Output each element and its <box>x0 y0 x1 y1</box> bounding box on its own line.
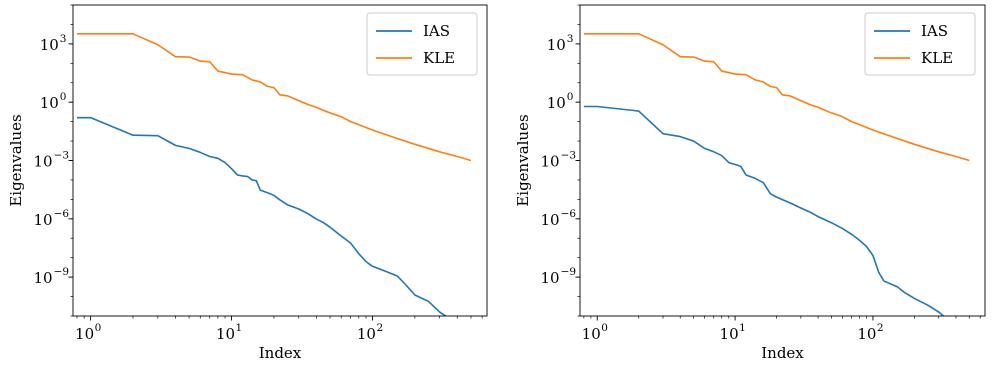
y-tick-exponent: −9 <box>54 266 69 278</box>
x-tick-exponent: 1 <box>739 322 746 334</box>
y-tick-exponent: 3 <box>60 33 67 45</box>
x-axis-label: Index <box>259 344 302 362</box>
y-tick-exponent: −6 <box>54 208 70 220</box>
legend-label-kle: KLE <box>423 49 455 67</box>
series-line-kle <box>76 32 472 162</box>
legend: IAS KLE <box>366 12 478 76</box>
y-tick-label: 10 <box>34 269 53 287</box>
x-tick-label: 10 <box>857 325 876 343</box>
y-axis-label: Eigenvalues <box>7 114 25 206</box>
series-group <box>76 32 472 316</box>
y-tick-label: 10 <box>541 269 560 287</box>
chart-panel-2: 10 0 10 1 10 210 310 010 −310 −610 −9IndexEigenval… <box>514 4 986 362</box>
x-tick-exponent: 2 <box>877 322 884 334</box>
x-axis-label: Index <box>761 344 804 362</box>
x-tick-exponent: 2 <box>376 322 383 334</box>
y-tick-label: 10 <box>34 153 53 171</box>
y-tick-exponent: −3 <box>561 150 576 162</box>
y-tick-exponent: 0 <box>567 91 574 103</box>
chart-panel-1: 10 0 10 1 10 210 310 010 −310 −610 −9IndexEigenval… <box>7 4 488 362</box>
x-tick-label: 10 <box>582 325 601 343</box>
y-tick-exponent: −9 <box>561 266 576 278</box>
series-line-ias <box>76 116 448 316</box>
y-tick-label: 10 <box>541 153 560 171</box>
x-tick-label: 10 <box>720 325 739 343</box>
y-axis-label: Eigenvalues <box>514 114 532 206</box>
y-tick-exponent: 0 <box>60 91 67 103</box>
y-tick-exponent: −3 <box>54 150 69 162</box>
y-tick-exponent: −6 <box>561 208 577 220</box>
x-tick-exponent: 1 <box>236 322 243 334</box>
series-line-kle <box>583 32 970 162</box>
x-tick-label: 10 <box>75 325 94 343</box>
y-tick-label: 10 <box>34 211 53 229</box>
x-tick-label: 10 <box>357 325 376 343</box>
y-tick-label: 10 <box>40 36 59 54</box>
y-tick-label: 10 <box>547 36 566 54</box>
y-tick-label: 10 <box>541 211 560 229</box>
legend: IAS KLE <box>864 12 976 76</box>
x-tick-exponent: 0 <box>601 322 608 334</box>
y-tick-exponent: 3 <box>567 33 574 45</box>
series-line-ias <box>583 105 945 316</box>
y-tick-label: 10 <box>40 94 59 112</box>
legend-label-ias: IAS <box>921 22 948 40</box>
legend-box <box>864 12 976 76</box>
series-group <box>583 32 970 316</box>
legend-label-kle: KLE <box>921 49 953 67</box>
x-tick-exponent: 0 <box>95 322 102 334</box>
legend-box <box>366 12 478 76</box>
legend-label-ias: IAS <box>423 22 450 40</box>
x-tick-label: 10 <box>216 325 235 343</box>
y-tick-label: 10 <box>547 94 566 112</box>
